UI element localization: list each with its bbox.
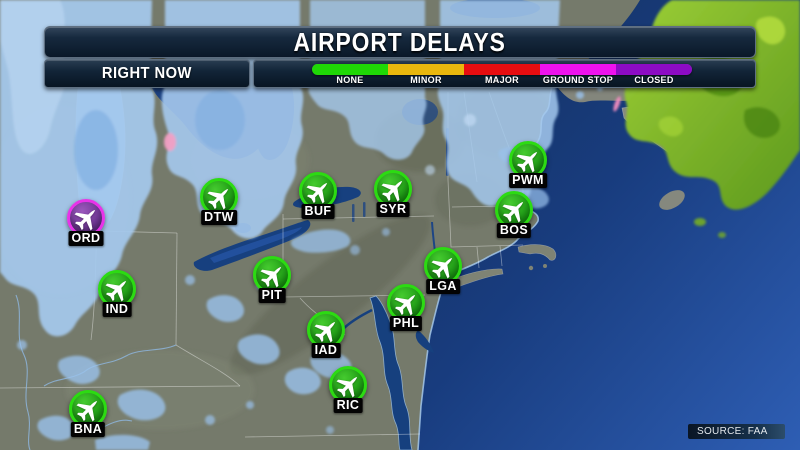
airport-code-label: ORD: [68, 231, 104, 246]
legend-swatch-closed: [616, 64, 692, 75]
airplane-icon: [306, 182, 327, 203]
timeframe-label: RIGHT NOW: [101, 64, 192, 82]
airplane-icon: [336, 376, 357, 397]
page-title: AIRPORT DELAYS: [293, 26, 507, 57]
delay-status-circle-none: [495, 191, 533, 229]
airplane-icon: [105, 280, 126, 301]
airport-code-label: BNA: [70, 422, 106, 437]
airplane-icon: [314, 321, 335, 342]
airport-code-label: BOS: [496, 223, 532, 238]
airport-marker-ord: ORD: [67, 199, 105, 246]
delay-status-circle-none: [200, 178, 238, 216]
airplane-icon: [394, 294, 415, 315]
legend-label-major: MAJOR: [484, 75, 519, 85]
airplane-icon: [260, 266, 281, 287]
airport-marker-ind: IND: [98, 270, 136, 317]
airport-marker-pwm: PWM: [509, 141, 547, 188]
airport-marker-iad: IAD: [307, 311, 345, 358]
airport-code-label: SYR: [376, 202, 410, 217]
legend-label-ground-stop: GROUND STOP: [542, 75, 614, 85]
legend-label-closed: CLOSED: [634, 75, 674, 85]
delay-status-circle-none: [374, 170, 412, 208]
legend-labels: NONE MINOR MAJOR GROUND STOP CLOSED: [312, 75, 692, 86]
legend-label-minor: MINOR: [410, 75, 442, 85]
airport-marker-buf: BUF: [299, 172, 337, 219]
legend-label-none: NONE: [336, 75, 364, 85]
delay-status-circle-none: [387, 284, 425, 322]
airport-code-label: IND: [102, 302, 132, 317]
title-bar: AIRPORT DELAYS: [44, 26, 756, 58]
timeframe-box: RIGHT NOW: [44, 59, 250, 88]
legend-swatch-minor: [388, 64, 464, 75]
airplane-icon: [502, 201, 523, 222]
airport-code-label: IAD: [311, 343, 341, 358]
airport-code-label: BUF: [301, 204, 335, 219]
airport-marker-bna: BNA: [69, 390, 107, 437]
airport-marker-ric: RIC: [329, 366, 367, 413]
airport-marker-syr: SYR: [374, 170, 412, 217]
airplane-icon: [431, 257, 452, 278]
airplane-icon: [207, 188, 228, 209]
airplane-icon: [76, 400, 97, 421]
legend-swatch-ground-stop: [540, 64, 616, 75]
legend-color-strip: [312, 64, 692, 75]
airport-code-label: DTW: [201, 210, 237, 225]
airport-code-label: PWM: [509, 173, 547, 188]
airport-code-label: RIC: [333, 398, 363, 413]
legend-box: NONE MINOR MAJOR GROUND STOP CLOSED: [253, 59, 756, 88]
delay-status-circle-none: [299, 172, 337, 210]
airport-marker-phl: PHL: [387, 284, 425, 331]
airport-code-label: PHL: [389, 316, 423, 331]
legend-swatch-major: [464, 64, 540, 75]
airport-code-label: LGA: [426, 279, 460, 294]
airport-marker-bos: BOS: [495, 191, 533, 238]
airport-marker-dtw: DTW: [200, 178, 238, 225]
legend-swatch-none: [312, 64, 388, 75]
airplane-icon: [381, 180, 402, 201]
airplane-icon: [74, 209, 95, 230]
source-badge: SOURCE: FAA: [688, 424, 785, 439]
airplane-icon: [516, 151, 537, 172]
airport-code-label: PIT: [258, 288, 286, 303]
airport-marker-pit: PIT: [253, 256, 291, 303]
delay-status-circle-closed: [67, 199, 105, 237]
airport-marker-lga: LGA: [424, 247, 462, 294]
delay-status-circle-none: [98, 270, 136, 308]
